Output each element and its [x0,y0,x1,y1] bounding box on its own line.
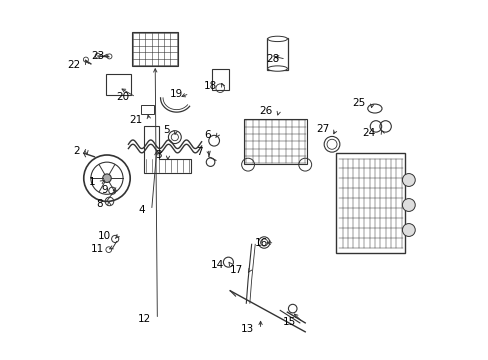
FancyBboxPatch shape [106,74,131,95]
FancyBboxPatch shape [211,68,229,90]
Text: 27: 27 [316,124,329,134]
Text: 4: 4 [138,205,145,215]
Text: 14: 14 [211,260,224,270]
Text: 17: 17 [230,265,243,275]
FancyBboxPatch shape [244,119,306,164]
Text: 15: 15 [283,317,296,327]
Text: 18: 18 [203,81,216,91]
Text: 20: 20 [116,92,129,102]
Text: 26: 26 [259,107,272,116]
Text: 8: 8 [96,199,102,209]
Circle shape [402,224,414,237]
FancyBboxPatch shape [335,153,405,253]
Text: 13: 13 [241,324,254,334]
Text: 12: 12 [138,314,151,324]
Text: 7: 7 [195,147,202,157]
Text: 16: 16 [254,238,267,248]
Circle shape [102,174,111,183]
Circle shape [402,174,414,186]
Ellipse shape [367,104,381,113]
Ellipse shape [267,66,287,71]
Circle shape [402,199,414,211]
Text: 19: 19 [169,89,183,99]
Text: 24: 24 [362,128,375,138]
Text: 10: 10 [98,231,111,242]
Text: 25: 25 [352,98,365,108]
Text: 1: 1 [89,177,95,187]
FancyBboxPatch shape [132,32,178,66]
Text: 6: 6 [204,130,210,140]
Text: 9: 9 [101,185,108,195]
Text: 2: 2 [73,147,80,157]
Text: 22: 22 [67,60,81,70]
FancyBboxPatch shape [140,105,153,114]
Text: 3: 3 [155,150,162,160]
Text: 5: 5 [163,125,169,135]
FancyBboxPatch shape [266,38,288,70]
Text: 21: 21 [129,115,142,125]
Text: 11: 11 [90,244,103,253]
Text: 28: 28 [265,54,279,64]
Polygon shape [144,126,190,173]
Ellipse shape [267,36,287,41]
Text: 23: 23 [91,51,104,61]
